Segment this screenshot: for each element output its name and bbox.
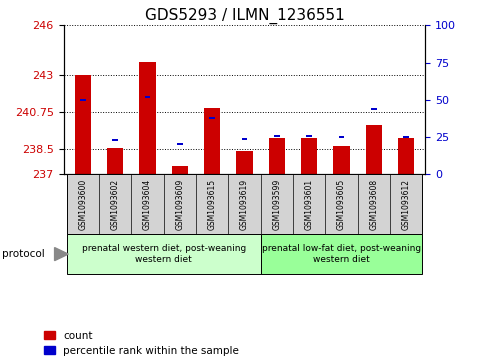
Bar (236, 151, 252, 174)
Bar (112, 139, 118, 141)
Bar (365, 125, 381, 174)
Bar (177, 143, 183, 146)
Bar (305, 135, 311, 136)
Text: GSM1093615: GSM1093615 (207, 179, 216, 230)
Bar (273, 135, 279, 136)
Bar (301, 138, 317, 174)
Bar (370, 108, 376, 110)
Text: prenatal low-fat diet, post-weaning
western diet: prenatal low-fat diet, post-weaning west… (262, 244, 420, 264)
Bar (241, 138, 247, 139)
Bar (338, 136, 344, 138)
Text: GSM1093600: GSM1093600 (78, 179, 87, 230)
Bar (209, 117, 215, 119)
Bar (333, 146, 349, 174)
Bar (75, 75, 91, 174)
Text: GSM1093602: GSM1093602 (111, 179, 120, 230)
Bar (402, 136, 408, 138)
Legend: count, percentile rank within the sample: count, percentile rank within the sample (44, 331, 239, 356)
Text: protocol: protocol (2, 249, 45, 259)
Bar (268, 138, 285, 174)
Text: GSM1093609: GSM1093609 (175, 179, 184, 230)
Bar (139, 62, 155, 174)
Text: prenatal western diet, post-weaning
western diet: prenatal western diet, post-weaning west… (81, 244, 245, 264)
Bar (107, 148, 123, 174)
Text: GSM1093612: GSM1093612 (401, 179, 410, 230)
Bar (171, 166, 187, 174)
Bar (80, 99, 86, 101)
Text: GSM1093601: GSM1093601 (304, 179, 313, 230)
Bar (397, 138, 413, 174)
Bar (203, 108, 220, 174)
Text: GSM1093604: GSM1093604 (143, 179, 152, 230)
Text: GSM1093619: GSM1093619 (240, 179, 248, 230)
Title: GDS5293 / ILMN_1236551: GDS5293 / ILMN_1236551 (144, 8, 344, 24)
Bar (144, 96, 150, 98)
Text: GSM1093608: GSM1093608 (368, 179, 377, 230)
Text: GSM1093599: GSM1093599 (272, 179, 281, 230)
Text: GSM1093605: GSM1093605 (336, 179, 345, 230)
